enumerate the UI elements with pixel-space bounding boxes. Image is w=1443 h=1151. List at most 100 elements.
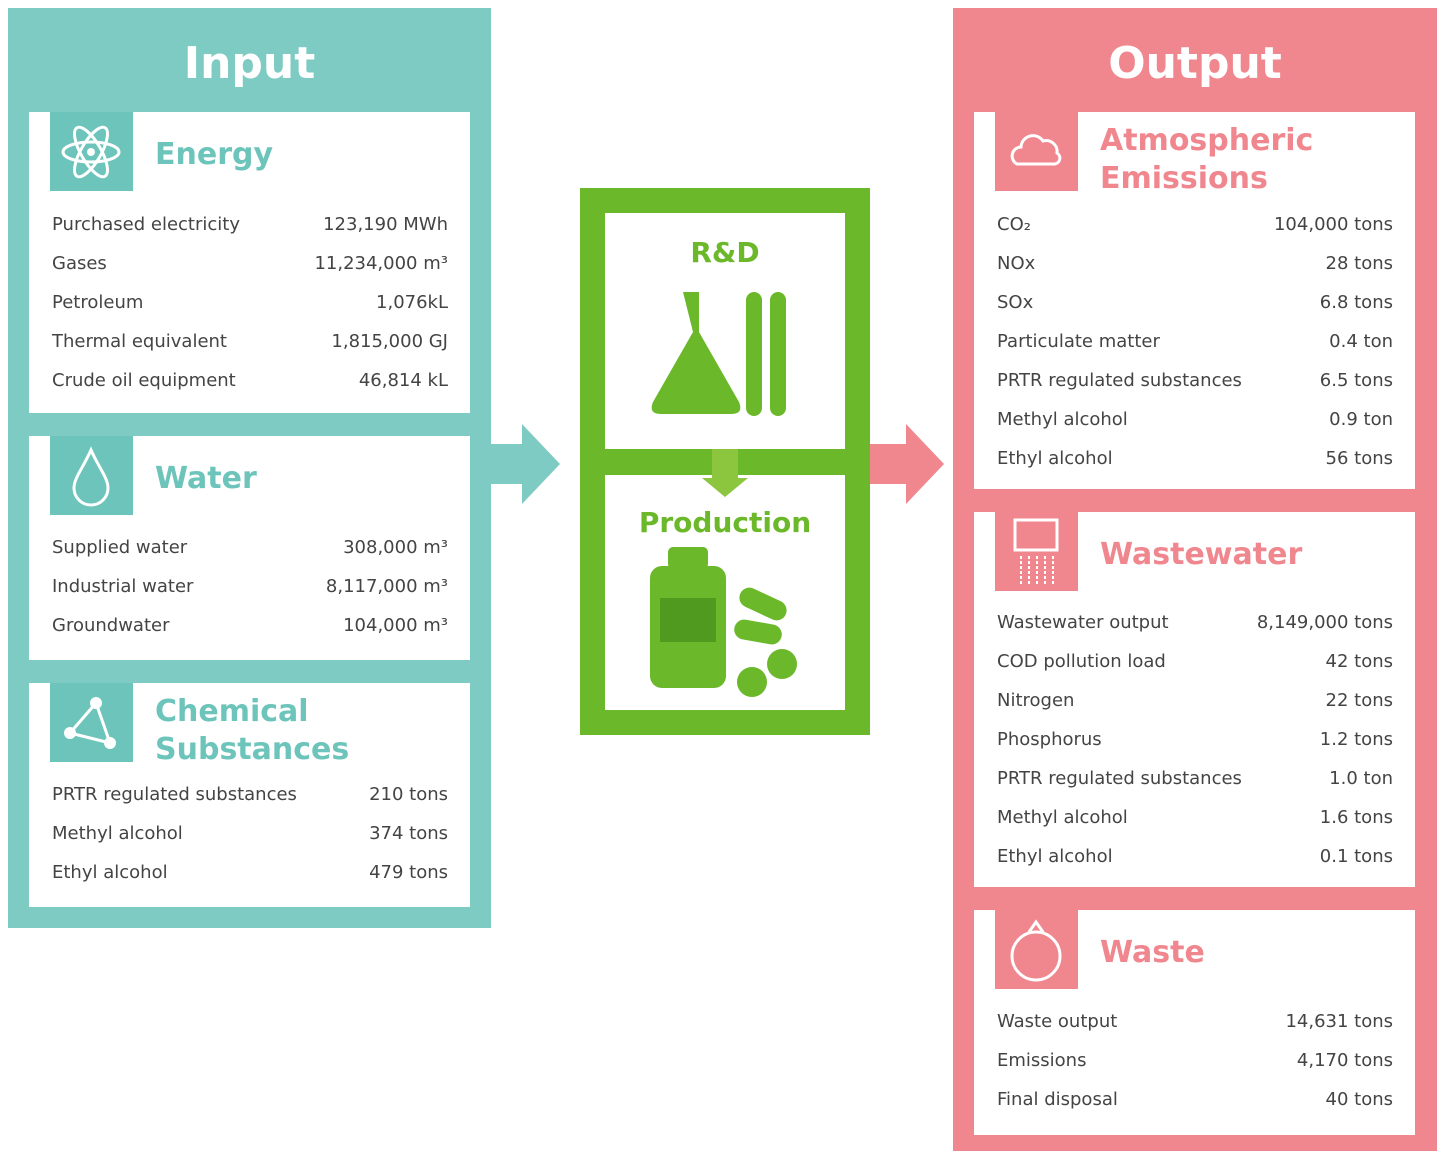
production-box [605,475,845,710]
row-value: 1.2 tons [1319,729,1393,750]
row-value: 104,000 m³ [343,615,448,636]
row-label: Methyl alcohol [997,409,1128,430]
row-value: 479 tons [369,862,448,883]
bottle-label [660,598,716,642]
tube-icon [746,292,762,416]
row-value: 104,000 tons [1273,214,1393,235]
data-row: Groundwater 104,000 m³ [52,614,448,638]
panel-title: Input [183,38,316,89]
row-value: 1,076kL [376,292,448,313]
data-row: Crude oil equipment 46,814 kL [52,369,448,393]
row-value: 308,000 m³ [343,537,448,558]
row-label: Waste output [997,1011,1118,1032]
pill-icon [734,619,782,645]
section-card: Wastewater Wastewater output 8,149,000 ton… [974,512,1415,887]
process-box [580,188,870,735]
row-label: Thermal equivalent [52,331,227,352]
data-row: Waste output 14,631 tons [997,1010,1393,1034]
input-panel: Input Energy Purchased electricity 123,190… [8,8,491,928]
row-value: 22 tons [1325,690,1393,711]
data-row: Phosphorus 1.2 tons [997,728,1393,752]
data-row: Wastewater output 8,149,000 tons [997,611,1393,635]
data-row: Petroleum 1,076kL [52,291,448,315]
row-value: 1.6 tons [1319,807,1393,828]
row-label: NOx [997,253,1036,274]
section-card: Energy Purchased electricity 123,190 MWh Ga… [29,112,470,413]
row-value: 11,234,000 m³ [314,253,448,274]
data-row: PRTR regulated substances 210 tons [52,783,448,807]
rd-box [605,213,845,449]
row-value: 1.0 ton [1329,768,1393,789]
row-label: Groundwater [52,615,170,636]
data-row: Final disposal 40 tons [997,1088,1393,1112]
row-value: 28 tons [1325,253,1393,274]
row-label: SOx [997,292,1034,313]
data-row: Supplied water 308,000 m³ [52,536,448,560]
row-value: 0.9 ton [1329,409,1393,430]
row-value: 14,631 tons [1285,1011,1393,1032]
data-row: Ethyl alcohol 0.1 tons [997,845,1393,869]
row-value: 123,190 MWh [323,214,448,235]
icon-graphic [1010,134,1062,166]
row-label: Final disposal [997,1089,1118,1110]
data-row: Emissions 4,170 tons [997,1049,1393,1073]
output-arrow [870,424,944,504]
data-row: Purchased electricity 123,190 MWh [52,213,448,237]
flask-icon [651,292,741,414]
tablet-icon [737,667,767,697]
row-label: COD pollution load [997,651,1166,672]
row-value: 4,170 tons [1296,1050,1393,1071]
row-label: CO₂ [997,214,1031,235]
row-label: Methyl alcohol [52,823,183,844]
stage-label: Production [639,506,811,539]
section-title: Energy [155,137,274,172]
icon-graphic [61,125,121,179]
data-row: Ethyl alcohol 56 tons [997,447,1393,471]
data-row: NOx 28 tons [997,252,1393,276]
section-icon [995,910,1078,989]
section-title: Chemical Substances [155,694,350,767]
row-label: Supplied water [52,537,188,558]
icon-graphic [64,697,116,749]
row-label: Nitrogen [997,690,1075,711]
row-label: PRTR regulated substances [52,784,297,805]
row-label: PRTR regulated substances [997,370,1242,391]
data-row: COD pollution load 42 tons [997,650,1393,674]
row-label: Crude oil equipment [52,370,236,391]
data-row: Ethyl alcohol 479 tons [52,861,448,885]
row-value: 8,149,000 tons [1256,612,1393,633]
row-label: Phosphorus [997,729,1102,750]
section-card: Water Supplied water 308,000 m³ Industrial … [29,436,470,660]
section-title: Atmospheric Emissions [1100,123,1314,196]
row-label: Ethyl alcohol [997,448,1113,469]
row-value: 0.1 tons [1319,846,1393,867]
input-arrow [491,424,560,504]
data-row: CO₂ 104,000 tons [997,213,1393,237]
data-row: Thermal equivalent 1,815,000 GJ [52,330,448,354]
row-value: 210 tons [369,784,448,805]
row-value: 8,117,000 m³ [325,576,448,597]
section-title: Water [155,461,257,496]
pill-icon [739,587,787,621]
row-label: PRTR regulated substances [997,768,1242,789]
section-card: Chemical Substances PRTR regulated substa… [29,683,470,907]
section-title: Waste [1100,935,1205,970]
row-label: Gases [52,253,107,274]
stage-label: R&D [690,236,759,269]
row-label: Petroleum [52,292,144,313]
row-label: Ethyl alcohol [997,846,1113,867]
row-value: 374 tons [369,823,448,844]
output-panel: Output Atmospheric Emissions CO₂ 104,000 t… [953,8,1437,1151]
flow-arrow [702,449,748,497]
data-row: Particulate matter 0.4 ton [997,330,1393,354]
section-icon [995,512,1078,591]
row-value: 42 tons [1325,651,1393,672]
row-value: 6.8 tons [1319,292,1393,313]
data-row: Methyl alcohol 1.6 tons [997,806,1393,830]
section-icon [50,112,133,191]
data-row: Nitrogen 22 tons [997,689,1393,713]
bottle-icon [650,566,726,688]
section-card: Atmospheric Emissions CO₂ 104,000 tons NOx 2… [974,112,1415,489]
row-label: Ethyl alcohol [52,862,168,883]
